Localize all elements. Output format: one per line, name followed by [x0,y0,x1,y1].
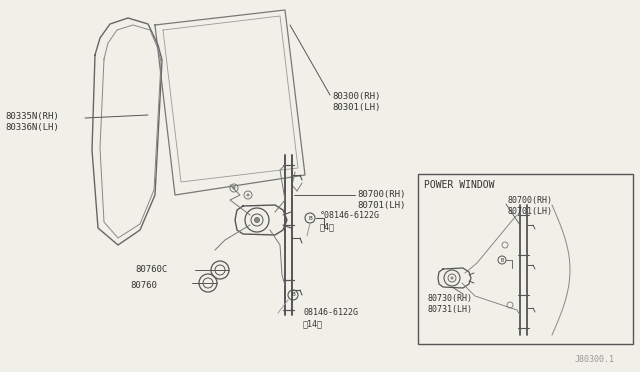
Text: 80760: 80760 [130,281,157,290]
Text: 80700(RH)
80701(LH): 80700(RH) 80701(LH) [357,190,405,210]
Text: B: B [500,257,504,263]
Text: B: B [291,292,295,298]
Text: 80335N(RH)
80336N(LH): 80335N(RH) 80336N(LH) [5,112,59,132]
Circle shape [232,186,236,189]
Text: 08146-6122G
（14）: 08146-6122G （14） [303,308,358,328]
Text: 80700(RH)
80701(LH): 80700(RH) 80701(LH) [508,196,553,216]
Text: B: B [308,215,312,221]
Text: 80730(RH)
80731(LH): 80730(RH) 80731(LH) [428,294,473,314]
Bar [418,174,633,344]
Text: 80760C: 80760C [135,265,167,274]
Text: J80300.1: J80300.1 [575,356,615,365]
Text: POWER WINDOW: POWER WINDOW [424,180,495,190]
Text: °08146-6122G
（4）: °08146-6122G （4） [320,211,380,231]
Circle shape [451,276,454,279]
Circle shape [246,193,250,196]
Text: 80300(RH)
80301(LH): 80300(RH) 80301(LH) [332,92,380,112]
Circle shape [255,218,259,222]
